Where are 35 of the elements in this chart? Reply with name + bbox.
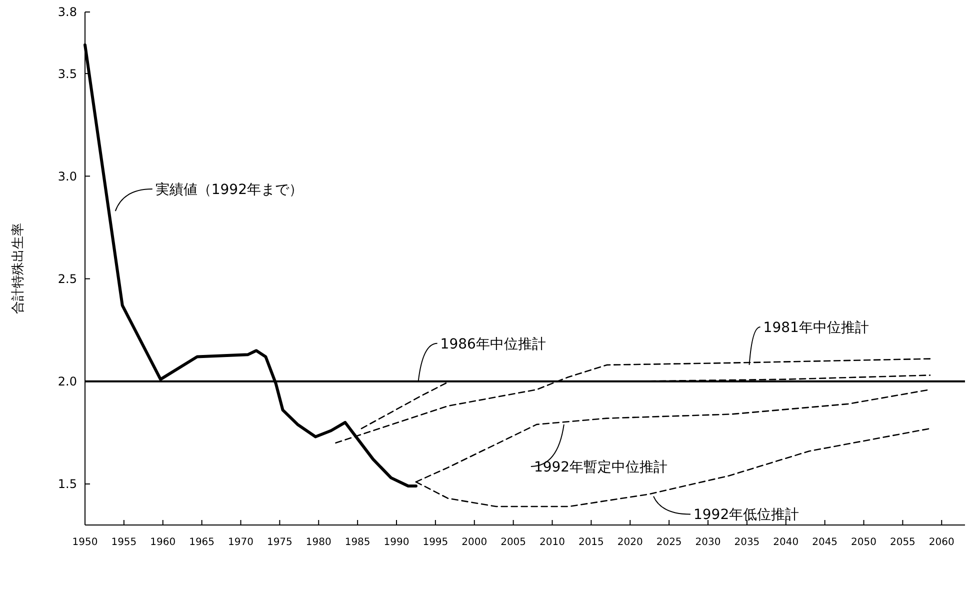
x-tick-label: 2000	[462, 537, 488, 548]
y-tick-label: 3.0	[58, 169, 77, 184]
x-tick-label: 1975	[266, 537, 292, 548]
y-tick-label: 2.0	[58, 374, 77, 389]
x-tick-label: 2050	[851, 537, 876, 548]
x-tick-label: 2020	[617, 537, 643, 548]
annotation: 1986年中位推計	[440, 336, 546, 352]
x-tick-label: 1955	[111, 537, 137, 548]
x-tick-label: 2045	[812, 537, 838, 548]
annotation: 実績値（1992年まで）	[155, 182, 304, 198]
x-tick-label: 2005	[500, 537, 526, 548]
x-tick-label: 2035	[734, 537, 760, 548]
x-tick-label: 2040	[773, 537, 799, 548]
x-tick-label: 2015	[578, 537, 604, 548]
x-tick-label: 1990	[384, 537, 410, 548]
y-tick-label: 1.5	[58, 477, 77, 492]
y-tick-label: 2.5	[58, 272, 77, 286]
x-tick-label: 1985	[344, 537, 370, 548]
y-axis-title: 合計特殊出生率	[10, 223, 26, 314]
x-tick-label: 2060	[928, 537, 954, 548]
x-tick-label: 1960	[150, 537, 176, 548]
annotation: 1981年中位推計	[763, 320, 869, 336]
annotation: 1992年暫定中位推計	[534, 459, 668, 476]
x-tick-label: 1965	[189, 537, 215, 548]
x-tick-label: 1950	[72, 537, 98, 548]
x-tick-label: 2010	[540, 537, 565, 548]
x-tick-label: 1970	[228, 537, 254, 548]
y-tick-label: 3.5	[58, 66, 77, 81]
x-tick-label: 1995	[422, 537, 448, 548]
x-tick-label: 2030	[695, 537, 721, 548]
annotation: 1992年低位推計	[693, 507, 800, 524]
x-tick-label: 1980	[306, 537, 332, 548]
x-tick-label: 2055	[890, 537, 916, 548]
x-tick-label: 2025	[656, 537, 682, 548]
y-tick-label: 3.8	[58, 5, 77, 20]
